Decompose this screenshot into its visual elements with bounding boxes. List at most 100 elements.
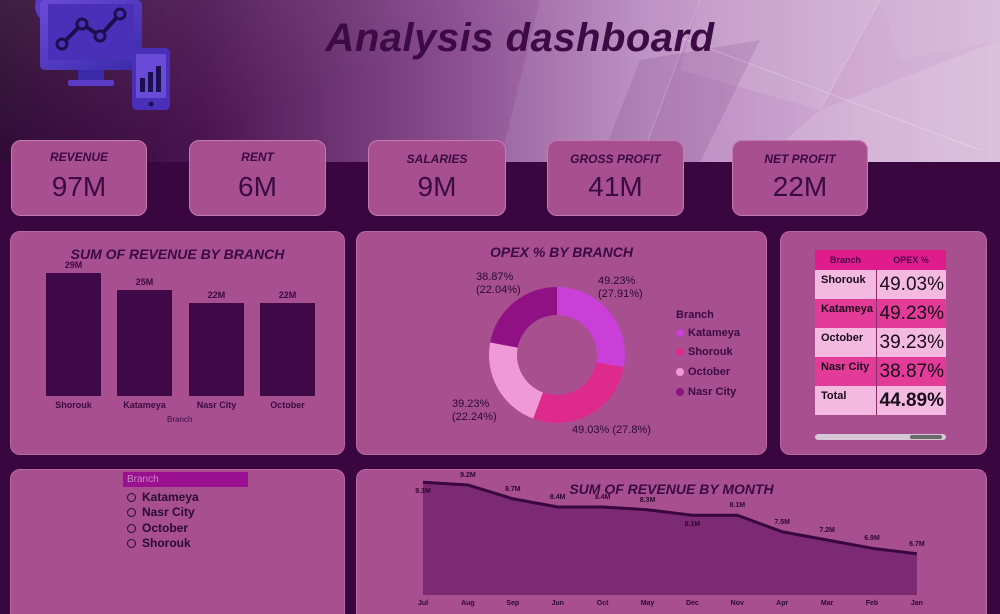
cell-branch: Katameya (815, 299, 877, 328)
bar-value-label: 22M (207, 289, 226, 300)
kpi-value: 6M (238, 171, 277, 202)
cell-branch: Nasr City (815, 357, 877, 386)
cell-branch: October (815, 328, 877, 357)
point-value-label: 9.2M (460, 472, 476, 479)
bar-value-label: 25M (135, 276, 154, 287)
point-value-label: 8.1M (684, 521, 701, 529)
month-label: Feb (865, 600, 879, 607)
kpi-card-salaries[interactable]: SALARIES 9M (368, 140, 506, 216)
month-label: Nov (730, 600, 744, 607)
point-value-label: 7.5M (774, 518, 790, 526)
revenue-by-month-area-chart[interactable] (356, 469, 987, 614)
bar-katameya[interactable] (117, 289, 172, 396)
point-value-label: 6.9M (864, 535, 880, 543)
table-row[interactable]: Katameya 49.23% (815, 299, 946, 328)
page-title: Analysis dashboard (325, 16, 715, 60)
legend-item-october[interactable]: October (676, 366, 730, 378)
kpi-card-gross-profit[interactable]: GROSS PROFIT 41M (547, 140, 684, 216)
kpi-label: NET PROFIT (764, 152, 836, 166)
legend-title: Branch (676, 309, 714, 321)
cell-opex: 39.23% (875, 328, 946, 357)
legend-dot-icon (676, 368, 684, 376)
point-value-label: 8.4M (594, 494, 611, 501)
area-fill (423, 482, 917, 595)
slicer-option-label: Katameya (142, 490, 199, 504)
kpi-label: GROSS PROFIT (570, 152, 661, 166)
radio-icon[interactable] (127, 507, 136, 517)
table-horizontal-scrollbar[interactable] (815, 434, 946, 440)
slicer-header[interactable]: Branch (123, 472, 248, 487)
cell-total-label: Total (815, 386, 877, 415)
donut-label-nasr-city: 38.87% (22.04%) (476, 271, 521, 296)
slicer-option-label: Shorouk (142, 536, 191, 550)
month-label: Mar (820, 600, 834, 607)
point-value-label: 8.7M (505, 485, 521, 493)
radio-icon[interactable] (127, 523, 136, 533)
kpi-label: RENT (241, 150, 274, 164)
column-header-opex[interactable]: OPEX % (876, 250, 946, 270)
point-value-label: 9.3M (415, 488, 431, 496)
slicer-option-shorouk[interactable]: Shorouk (127, 536, 191, 550)
banner-background-art (500, 0, 1000, 162)
bar-value-label: 22M (278, 289, 297, 300)
legend-item-shorouk[interactable]: Shorouk (676, 346, 733, 358)
table-total-row: Total 44.89% (815, 386, 946, 415)
x-axis-title: Branch (167, 415, 193, 424)
header-banner: $ Analysis dashboard (0, 0, 1000, 162)
slicer-option-october[interactable]: October (127, 521, 188, 535)
legend-label: Katameya (688, 327, 740, 339)
opex-donut-chart[interactable] (486, 284, 628, 426)
table-row[interactable]: Nasr City 38.87% (815, 357, 946, 386)
donut-slice-nasr-city[interactable] (490, 287, 557, 348)
kpi-card-rent[interactable]: RENT 6M (189, 140, 326, 216)
bar-shorouk[interactable] (46, 273, 101, 396)
point-value-label: 7.2M (819, 527, 835, 534)
month-label: Oct (596, 600, 609, 607)
donut-slice-katameya[interactable] (557, 287, 625, 368)
bar-category-label: Shorouk (55, 400, 92, 410)
legend-item-katameya[interactable]: Katameya (676, 327, 740, 339)
revenue-line (422, 480, 918, 556)
bar-october[interactable] (260, 302, 315, 396)
slicer-option-katameya[interactable]: Katameya (127, 490, 199, 504)
kpi-card-revenue[interactable]: REVENUE 97M (11, 140, 147, 216)
legend-label: October (688, 366, 731, 378)
bar-category-label: Nasr City (196, 400, 237, 410)
table-row[interactable]: October 39.23% (815, 328, 946, 357)
slicer-option-label: Nasr City (142, 505, 195, 519)
bar-category-label: Katameya (123, 400, 166, 410)
cell-opex: 38.87% (875, 357, 946, 386)
radio-icon[interactable] (127, 538, 136, 548)
bar-category-label: October (270, 400, 305, 410)
cell-total-opex: 44.89% (875, 386, 946, 415)
legend-dot-icon (676, 329, 684, 337)
donut-slice-october[interactable] (489, 342, 543, 419)
month-label: Jan (910, 600, 923, 607)
slicer-option-nasr-city[interactable]: Nasr City (127, 505, 195, 519)
point-value-label: 8.3M (639, 496, 656, 504)
bar-nasr-city[interactable] (189, 302, 244, 396)
kpi-value: 97M (51, 171, 107, 202)
kpi-value: 41M (588, 171, 643, 202)
legend-item-nasr-city[interactable]: Nasr City (676, 386, 736, 398)
slicer-option-label: October (142, 521, 189, 535)
scrollbar-thumb[interactable] (910, 435, 942, 439)
radio-icon[interactable] (127, 492, 136, 502)
cell-branch: Shorouk (815, 270, 877, 299)
table-row[interactable]: Shorouk 49.03% (815, 270, 946, 299)
chart-title: OPEX % BY BRANCH (490, 244, 633, 260)
opex-table[interactable]: Branch OPEX % Shorouk 49.03% Katameya 49… (815, 250, 946, 415)
donut-label-shorouk: 49.03% (27.8%) (572, 424, 651, 436)
donut-label-katameya: 49.23% (27.91%) (598, 275, 643, 300)
kpi-label: SALARIES (406, 152, 468, 166)
donut-slice-shorouk[interactable] (533, 362, 624, 423)
month-label: Sep (506, 600, 520, 607)
point-value-label: 6.7M (909, 540, 925, 548)
legend-dot-icon (676, 348, 684, 356)
column-header-branch[interactable]: Branch (815, 250, 877, 270)
bar-value-label: 29M (64, 260, 83, 270)
month-label: Jul (417, 600, 429, 607)
legend-label: Nasr City (688, 386, 737, 398)
kpi-card-net-profit[interactable]: NET PROFIT 22M (732, 140, 868, 216)
chart-title: SUM OF REVENUE BY BRANCH (70, 246, 285, 262)
